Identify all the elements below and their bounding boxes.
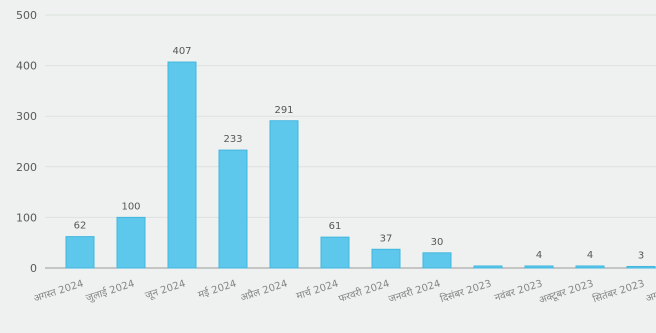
value-label: 61 [329,221,342,232]
category-label: नवंबर 2023 [493,277,544,304]
category-label: सितंबर 2023 [591,277,646,305]
bar [626,265,656,269]
value-label: 4 [587,250,593,261]
category-label: अगस्त 2023 [645,278,656,304]
value-label: 100 [121,201,140,212]
value-label: 37 [380,233,393,244]
bar [116,216,146,269]
value-label: 233 [223,134,242,145]
y-tick-label: 100 [16,211,37,224]
value-label: 30 [431,237,444,248]
bar [524,265,554,269]
bar [371,248,401,269]
category-label: जुलाई 2024 [84,277,136,304]
bar [575,265,605,269]
category-label: अप्रैल 2024 [239,277,289,303]
category-label: जनवरी 2024 [387,277,442,305]
category-label: जून 2024 [144,278,187,301]
value-label: 407 [172,46,191,57]
y-tick-label: 0 [30,262,37,275]
category-label: अक्टूबर 2023 [538,278,595,306]
bar [422,252,452,269]
category-label: दिसंबर 2023 [439,277,493,305]
bar [269,120,299,269]
bar [473,265,503,269]
bar [320,236,350,269]
bar [218,149,248,269]
value-label: 291 [274,105,293,116]
category-label: मई 2024 [197,277,238,301]
bar [167,61,197,269]
category-label: अगस्त 2024 [33,278,85,304]
category-label: फरवरी 2024 [337,277,391,305]
category-label: मार्च 2024 [295,277,340,302]
bars-layer [65,61,656,269]
y-tick-label: 500 [16,9,37,22]
y-tick-label: 200 [16,161,37,174]
value-label: 4 [536,250,542,261]
value-label: 62 [74,221,87,232]
value-label: 3 [638,250,644,261]
bar [65,236,95,269]
y-tick-label: 400 [16,60,37,73]
y-tick-label: 300 [16,110,37,123]
